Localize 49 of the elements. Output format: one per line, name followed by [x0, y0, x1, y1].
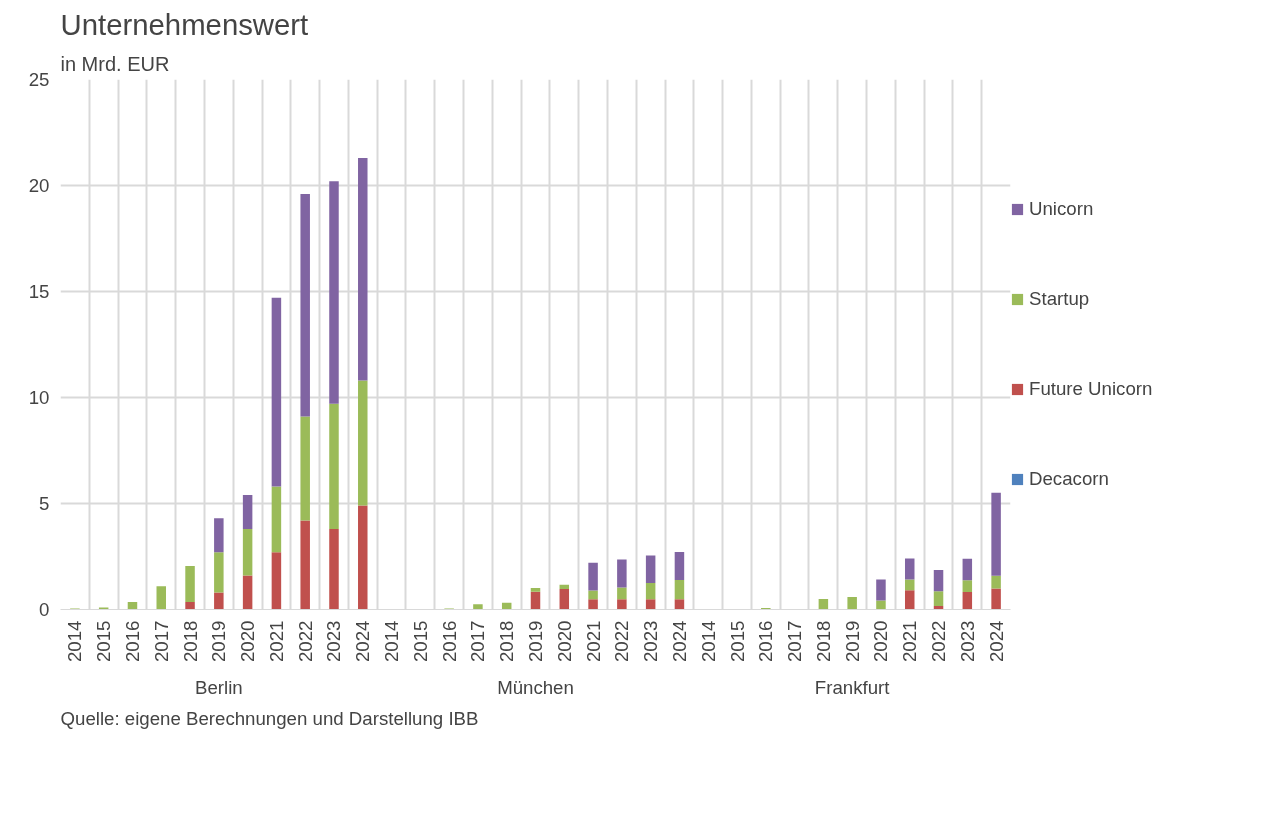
y-tick-label: 0: [39, 599, 50, 620]
x-tick-label: 2016: [121, 620, 143, 662]
chart-title: Unternehmenswert: [60, 7, 309, 41]
x-tick-label: 2018: [179, 620, 201, 662]
x-tick-label: 2020: [870, 620, 892, 662]
chart-subtitle: in Mrd. EUR: [60, 52, 170, 75]
x-tick-label: 2019: [841, 620, 863, 662]
x-tick-label: 2023: [640, 620, 662, 662]
text: Berlin: [194, 676, 243, 698]
legend-label: Future Unicorn: [1029, 377, 1153, 401]
x-tick-label: 2024: [668, 620, 690, 662]
y-tick-label: 15: [28, 281, 50, 302]
x-tick-label: 2017: [150, 620, 172, 662]
x-tick-label: 2021: [899, 620, 921, 662]
x-tick-label: 2023: [323, 620, 345, 662]
x-tick-label: 2024: [352, 620, 374, 662]
x-tick-label: 2018: [812, 620, 834, 662]
x-tick-label: 2020: [553, 620, 575, 662]
x-tick-label: 2014: [381, 620, 403, 662]
x-tick-label: 2021: [265, 620, 287, 662]
x-tick-label: 2014: [64, 620, 86, 662]
legend-label: Decacorn: [1029, 467, 1109, 491]
legend-label: Startup: [1029, 287, 1090, 311]
x-tick-label: 2018: [496, 620, 518, 662]
x-tick-label: 2023: [956, 620, 978, 662]
x-tick-label: 2022: [928, 620, 950, 662]
x-tick-label: 2019: [525, 620, 546, 662]
y-tick-label: 25: [28, 69, 50, 90]
x-tick-label: 2015: [409, 620, 431, 662]
x-tick-label: 2016: [438, 620, 460, 662]
y-tick-label: 5: [39, 493, 50, 514]
source-note: Quelle: eigene Berechnungen und Darstellung IBB: [60, 707, 479, 729]
x-tick-label: 2015: [726, 620, 748, 662]
x-tick-label: 2024: [985, 620, 1007, 662]
x-tick-label: 2014: [697, 620, 719, 662]
x-tick-label: 2019: [208, 620, 230, 662]
x-tick-label: 2015: [93, 620, 115, 662]
x-tick-label: 2016: [755, 620, 777, 662]
x-tick-label: 2021: [582, 620, 604, 662]
x-tick-label: 2020: [237, 620, 259, 662]
x-tick-label: 2017: [467, 620, 489, 662]
x-tick-label: 2017: [784, 620, 806, 662]
legend-label: Unicorn: [1029, 197, 1094, 221]
text: München: [497, 676, 574, 698]
text: Frankfurt: [814, 676, 891, 698]
y-tick-label: 20: [28, 175, 50, 196]
x-tick-label: 2022: [611, 620, 633, 662]
y-tick-label: 10: [28, 387, 50, 408]
x-tick-label: 2022: [294, 620, 316, 662]
